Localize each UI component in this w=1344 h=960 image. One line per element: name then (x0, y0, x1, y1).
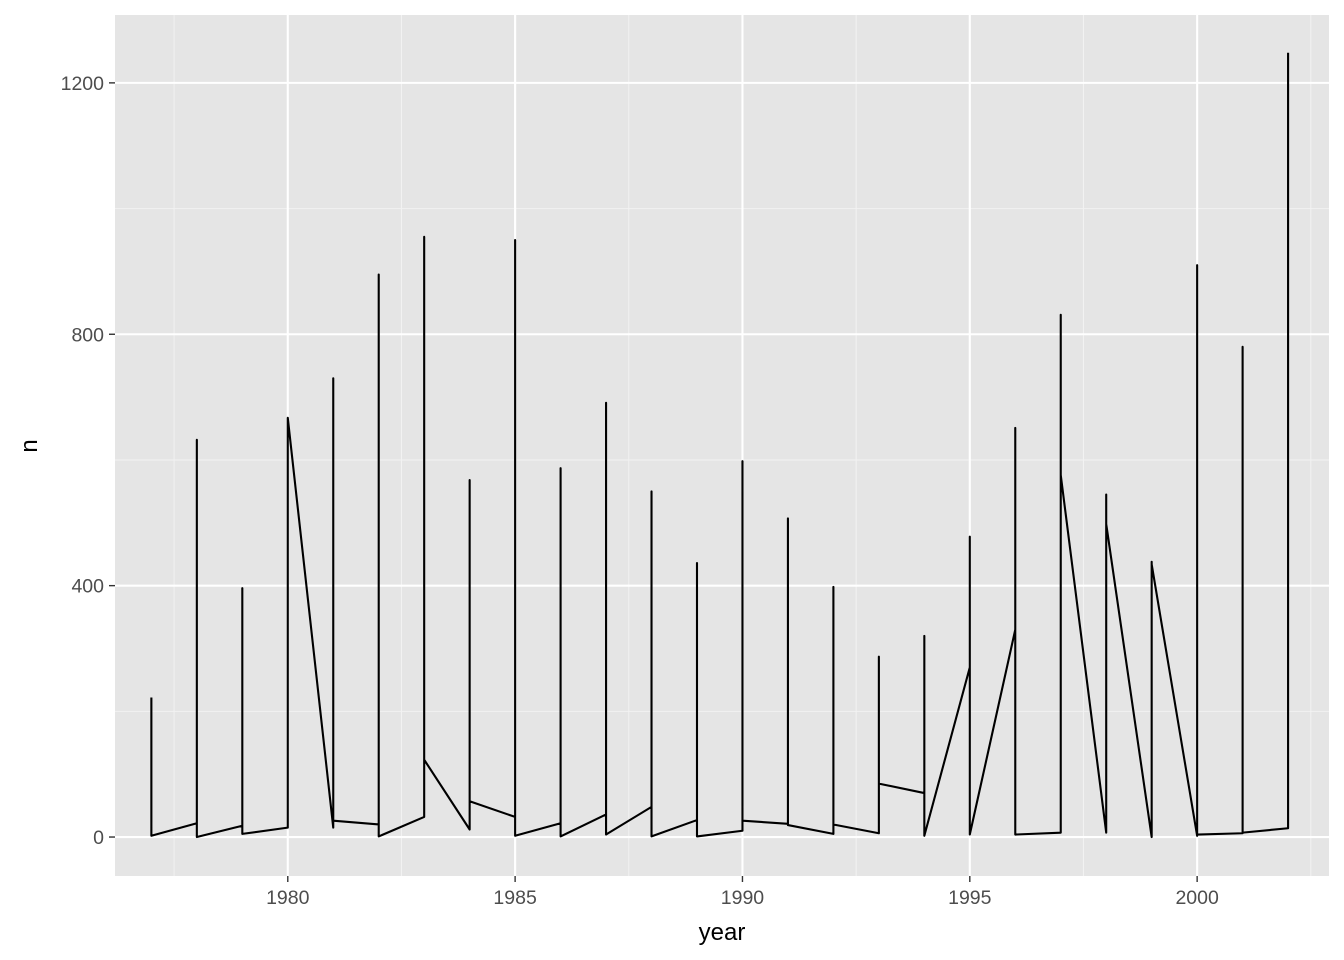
y-tick-label: 0 (93, 827, 104, 849)
x-tick-label: 2000 (1175, 887, 1219, 909)
y-tick-label: 800 (71, 324, 104, 346)
y-axis: 0 400 800 1200 (61, 73, 115, 849)
x-axis-title: year (699, 919, 746, 946)
x-tick-label: 1980 (266, 887, 310, 909)
plot-panel (115, 15, 1329, 876)
x-axis: 1980 1985 1990 1995 2000 (266, 876, 1219, 909)
series-line (150, 52, 1290, 839)
minor-gridlines (115, 15, 1329, 876)
y-tick-label: 1200 (61, 73, 105, 95)
x-tick-label: 1990 (721, 887, 765, 909)
y-tick-label: 400 (71, 576, 104, 598)
y-axis-title: n (16, 439, 43, 452)
x-tick-label: 1985 (493, 887, 537, 909)
x-tick-label: 1995 (948, 887, 992, 909)
